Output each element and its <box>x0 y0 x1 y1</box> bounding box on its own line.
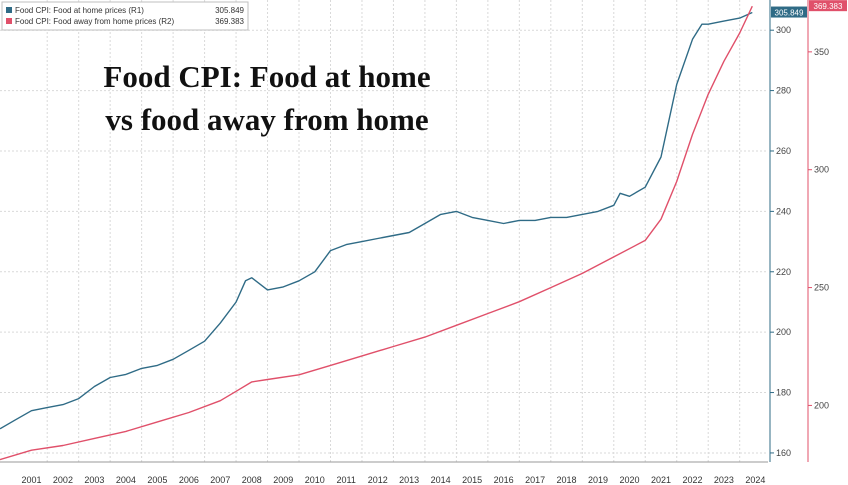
r2-tick-label: 250 <box>814 283 829 293</box>
r2-tick-label: 300 <box>814 165 829 175</box>
x-tick-label: 2008 <box>242 475 262 485</box>
x-tick-label: 2012 <box>368 475 388 485</box>
grid-layer <box>0 0 768 462</box>
legend-swatch-food-at-home <box>6 7 12 13</box>
x-tick-label: 2005 <box>147 475 167 485</box>
x-tick-label: 2007 <box>210 475 230 485</box>
x-tick-label: 2019 <box>588 475 608 485</box>
r1-tick-label: 260 <box>776 146 791 156</box>
last-value-badge-food-away <box>809 0 847 12</box>
r1-tick-label: 200 <box>776 327 791 337</box>
x-tick-label: 2021 <box>651 475 671 485</box>
legend: Food CPI: Food at home prices (R1) 305.8… <box>1 1 249 31</box>
x-tick-label: 2016 <box>494 475 514 485</box>
r1-tick-label: 300 <box>776 25 791 35</box>
x-tick-label: 2009 <box>273 475 293 485</box>
last-value-label-food-at-home: 305.849 <box>775 9 804 18</box>
legend-label-food-at-home: Food CPI: Food at home prices (R1) <box>15 6 144 15</box>
x-tick-label: 2020 <box>619 475 639 485</box>
x-tick-label: 2014 <box>431 475 451 485</box>
r1-tick-label: 240 <box>776 206 791 216</box>
x-tick-label: 2017 <box>525 475 545 485</box>
last-value-badge-food-at-home <box>771 6 807 18</box>
legend-value-food-at-home: 305.849 <box>215 6 244 15</box>
x-tick-label: 2015 <box>462 475 482 485</box>
r1-tick-label: 180 <box>776 388 791 398</box>
legend-box <box>1 1 249 31</box>
x-tick-label: 2018 <box>557 475 577 485</box>
x-tick-label: 2024 <box>745 475 765 485</box>
chart-title: Food CPI: Food at home vs food away from… <box>103 59 430 137</box>
r1-tick-label: 280 <box>776 86 791 96</box>
x-tick-label: 2011 <box>337 475 356 485</box>
x-tick-label: 2022 <box>682 475 702 485</box>
x-tick-label: 2004 <box>116 475 136 485</box>
x-tick-label: 2006 <box>179 475 199 485</box>
title-line-1: Food CPI: Food at home <box>103 59 430 94</box>
r1-tick-label: 160 <box>776 448 791 458</box>
last-value-label-food-away: 369.383 <box>814 2 843 11</box>
x-tick-label: 2003 <box>84 475 104 485</box>
title-line-2: vs food away from home <box>105 102 428 137</box>
legend-swatch-food-away <box>6 18 12 24</box>
r2-tick-label: 200 <box>814 400 829 410</box>
series-layer <box>0 5 753 461</box>
x-tick-label: 2013 <box>399 475 419 485</box>
r1-tick-label: 220 <box>776 267 791 277</box>
legend-value-food-away: 369.383 <box>215 17 244 26</box>
series-line-food-at-home <box>0 11 753 430</box>
x-tick-label: 2002 <box>53 475 73 485</box>
x-tick-label: 2023 <box>714 475 734 485</box>
r2-tick-label: 350 <box>814 47 829 57</box>
x-tick-label: 2010 <box>305 475 325 485</box>
legend-label-food-away: Food CPI: Food away from home prices (R2… <box>15 17 175 26</box>
x-tick-label: 2001 <box>21 475 41 485</box>
series-line-food-away <box>0 5 753 461</box>
